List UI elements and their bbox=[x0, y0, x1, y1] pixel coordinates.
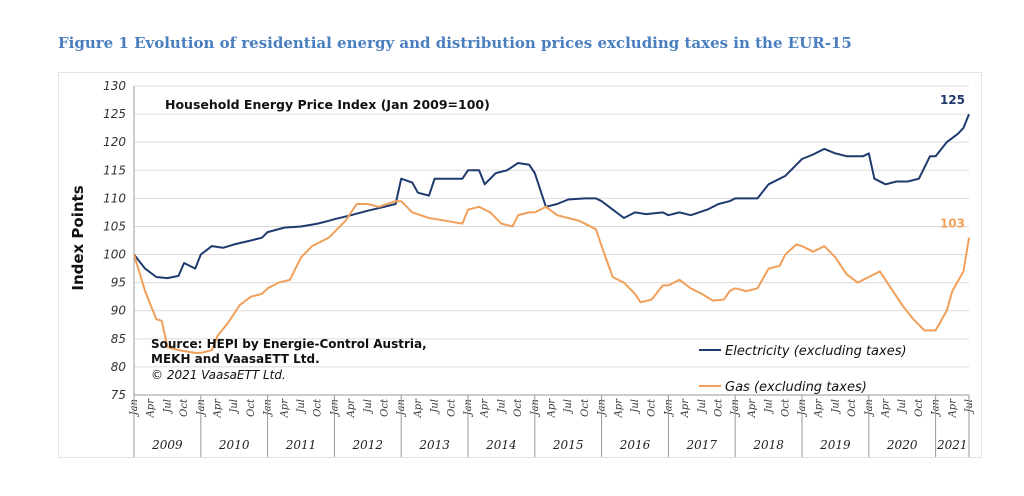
chart-svg: 7580859095100105110115120125130JanAprJul… bbox=[69, 79, 975, 457]
x-tick-label: Apr bbox=[146, 398, 157, 419]
y-tick-label: 115 bbox=[103, 163, 126, 177]
x-tick-label: Oct bbox=[446, 398, 457, 417]
source-note: Source: HEPI by Energie-Control Austria, bbox=[151, 337, 427, 351]
year-label: 2017 bbox=[686, 438, 718, 452]
x-tick-label: Oct bbox=[246, 398, 257, 417]
legend-gas-label: Gas (excluding taxes) bbox=[725, 380, 867, 395]
y-tick-label: 85 bbox=[111, 332, 126, 346]
year-label: 2021 bbox=[936, 438, 968, 452]
y-tick-label: 95 bbox=[111, 276, 126, 290]
x-tick-label: Jul bbox=[563, 399, 574, 415]
y-tick-label: 105 bbox=[103, 219, 126, 233]
x-tick-label: Apr bbox=[413, 398, 424, 419]
x-tick-label: Apr bbox=[279, 398, 290, 419]
x-tick-label: Jul bbox=[764, 399, 775, 415]
year-label: 2020 bbox=[886, 438, 918, 452]
x-tick-label: Jul bbox=[830, 399, 841, 415]
x-tick-label: Jul bbox=[496, 399, 507, 415]
y-tick-label: 130 bbox=[103, 79, 126, 93]
x-tick-label: Oct bbox=[313, 398, 324, 417]
year-label: 2013 bbox=[418, 438, 450, 452]
x-tick-label: Oct bbox=[580, 398, 591, 417]
x-tick-label: Jul bbox=[897, 399, 908, 415]
x-tick-label: Apr bbox=[881, 398, 892, 419]
x-tick-label: Jul bbox=[229, 399, 240, 415]
x-tick-label: Oct bbox=[647, 398, 658, 417]
gas-end-label: 103 bbox=[940, 217, 965, 231]
y-tick-label: 125 bbox=[103, 107, 126, 121]
x-tick-label: Apr bbox=[346, 398, 357, 419]
copyright-note: © 2021 VaasaETT Ltd. bbox=[151, 368, 286, 382]
year-label: 2014 bbox=[485, 438, 517, 452]
y-tick-label: 80 bbox=[111, 360, 127, 374]
axis-layer: 7580859095100105110115120125130JanAprJul… bbox=[103, 79, 975, 457]
x-tick-label: Oct bbox=[847, 398, 858, 417]
y-tick-label: 90 bbox=[111, 304, 127, 318]
x-tick-label: Apr bbox=[547, 398, 558, 419]
year-label: 2010 bbox=[218, 438, 250, 452]
y-tick-label: 75 bbox=[111, 388, 126, 402]
y-tick-label: 110 bbox=[103, 191, 126, 205]
year-label: 2009 bbox=[151, 438, 183, 452]
x-tick-label: Apr bbox=[213, 398, 224, 419]
x-tick-label: Jul bbox=[363, 399, 374, 415]
x-tick-label: Oct bbox=[513, 398, 524, 417]
year-label: 2012 bbox=[352, 438, 384, 452]
gas-line bbox=[133, 200, 970, 354]
year-label: 2016 bbox=[619, 438, 651, 452]
year-label: 2018 bbox=[752, 438, 784, 452]
year-label: 2019 bbox=[819, 438, 851, 452]
year-label: 2015 bbox=[552, 438, 584, 452]
source-note-line2: MEKH and VaasaETT Ltd. bbox=[151, 352, 320, 366]
text-layer: Index Points Household Energy Price Inde… bbox=[69, 93, 965, 395]
x-tick-label: Oct bbox=[780, 398, 791, 417]
x-tick-label: Oct bbox=[380, 398, 391, 417]
x-tick-label: Jul bbox=[430, 399, 441, 415]
x-tick-label: Oct bbox=[179, 398, 190, 417]
electricity-line bbox=[133, 113, 970, 280]
x-tick-label: Apr bbox=[947, 398, 958, 419]
chart-frame: 7580859095100105110115120125130JanAprJul… bbox=[58, 72, 982, 458]
x-tick-label: Jul bbox=[697, 399, 708, 415]
x-tick-label: Jul bbox=[630, 399, 641, 415]
x-tick-label: Apr bbox=[480, 398, 491, 419]
x-tick-label: Jul bbox=[296, 399, 307, 415]
y-tick-label: 100 bbox=[103, 248, 126, 262]
x-tick-label: Apr bbox=[814, 398, 825, 419]
x-tick-label: Apr bbox=[747, 398, 758, 419]
figure-caption: Figure 1 Evolution of residential energy… bbox=[58, 34, 852, 52]
x-tick-label: Oct bbox=[714, 398, 725, 417]
electricity-end-label: 125 bbox=[940, 93, 965, 107]
x-tick-label: Jul bbox=[162, 399, 173, 415]
x-tick-label: Apr bbox=[680, 398, 691, 419]
x-tick-label: Apr bbox=[613, 398, 624, 419]
y-tick-label: 120 bbox=[103, 135, 126, 149]
series-layer bbox=[133, 113, 970, 354]
y-axis-label: Index Points bbox=[69, 185, 87, 290]
grid-layer bbox=[134, 85, 969, 396]
year-label: 2011 bbox=[285, 438, 317, 452]
x-tick-label: Oct bbox=[914, 398, 925, 417]
chart-title: Household Energy Price Index (Jan 2009=1… bbox=[165, 97, 490, 112]
legend-electricity-label: Electricity (excluding taxes) bbox=[725, 344, 907, 359]
